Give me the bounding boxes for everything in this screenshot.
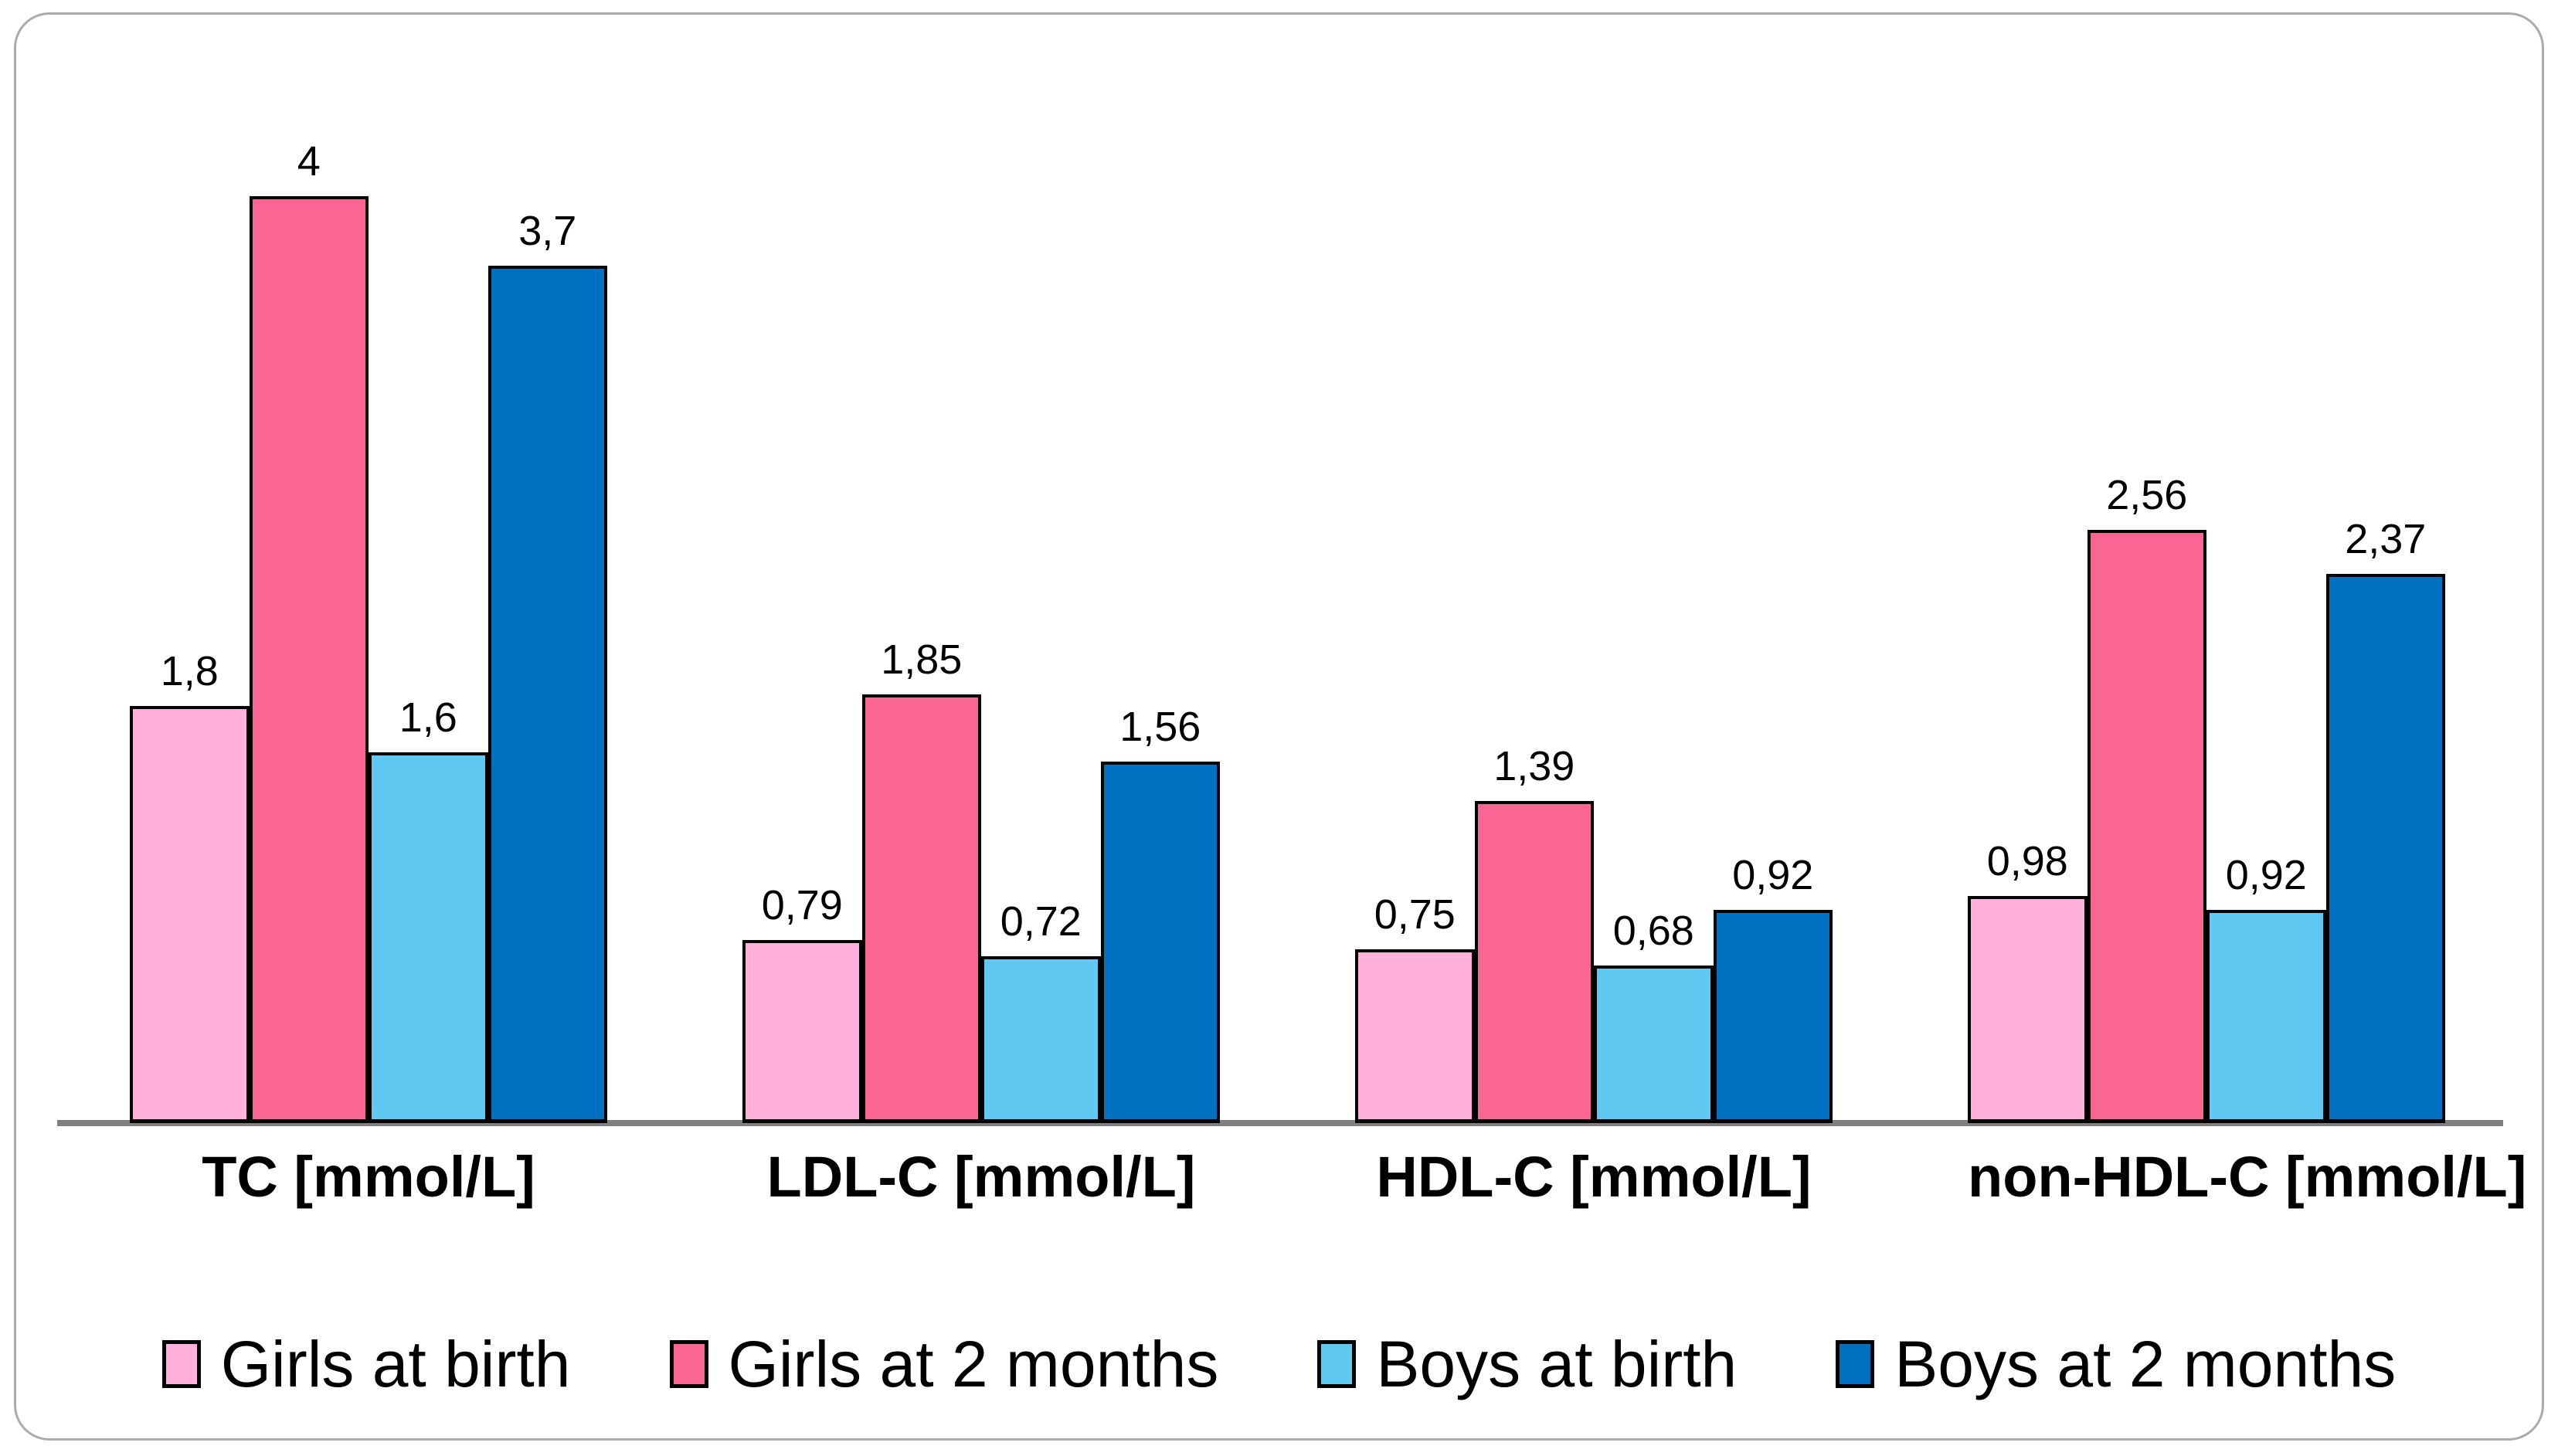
bar-slot: 1,6 [369,694,488,1123]
bar-value-label: 0,92 [2225,852,2307,898]
bar-slot: 0,79 [742,881,862,1123]
bar-slot: 0,92 [1713,851,1833,1123]
bar-girls-at-2-months [861,694,981,1123]
legend-swatch-icon [669,1340,708,1388]
legend-label: Girls at 2 months [728,1328,1219,1400]
bar-value-label: 3,7 [518,208,577,254]
bar-value-label: 1,39 [1493,743,1575,789]
bar-boys-at-2-months [487,266,607,1123]
bar-value-label: 0,98 [1986,838,2068,884]
bar-girls-at-2-months [2087,530,2206,1123]
bar-value-label: 2,56 [2106,472,2188,518]
x-axis-baseline [57,1120,2503,1126]
bar-value-label: 2,37 [2345,516,2427,562]
bar-group-3: 0,75 1,39 0,68 0,92 [1355,742,1833,1123]
legend-item-boys-at-2-months: Boys at 2 months [1836,1325,2396,1403]
bar-value-label: 1,56 [1119,704,1201,750]
bar-value-label: 4 [297,138,321,185]
bar-girls-at-birth [130,706,250,1123]
bar-value-label: 1,85 [881,636,963,683]
bar-group-4: 0,98 2,56 0,92 2,37 [1968,471,2445,1123]
legend-swatch-icon [161,1340,201,1388]
bar-slot: 3,7 [487,207,607,1123]
bar-slot: 2,37 [2325,515,2445,1123]
bar-girls-at-2-months [1474,801,1594,1123]
bar-slot: 2,56 [2087,471,2206,1123]
category-label: non-HDL-C [mmol/L] [1968,1145,2527,1209]
legend: Girls at birth Girls at 2 months Boys at b… [0,1318,2558,1410]
bar-boys-at-2-months [2325,574,2445,1123]
bar-slot: 4 [249,137,369,1123]
category-label: LDL-C [mmol/L] [766,1145,1196,1209]
bar-group-1: 1,8 4 1,6 3,7 [130,137,607,1123]
bar-group-2: 0,79 1,85 0,72 1,56 [742,636,1220,1123]
legend-item-girls-at-birth: Girls at birth [161,1325,571,1403]
bar-slot: 0,68 [1594,907,1714,1123]
bar-slot: 0,75 [1355,891,1475,1123]
bar-slot: 0,92 [2206,851,2326,1123]
bar-slot: 1,85 [861,636,981,1123]
legend-item-girls-at-2-months: Girls at 2 months [669,1325,1219,1403]
legend-swatch-icon [1836,1340,1875,1388]
bar-boys-at-birth [981,956,1101,1123]
bar-girls-at-2-months [249,196,369,1123]
bar-slot: 0,72 [981,898,1101,1123]
bar-value-label: 0,72 [1000,898,1082,945]
bar-value-label: 0,75 [1374,891,1456,938]
bar-value-label: 0,79 [761,882,843,928]
bar-slot: 1,8 [130,647,250,1123]
legend-label: Boys at birth [1376,1328,1738,1400]
bar-boys-at-birth [369,752,488,1123]
bar-value-label: 0,68 [1612,908,1694,954]
bar-boys-at-birth [1594,966,1714,1123]
bar-slot: 0,98 [1968,837,2088,1123]
bar-value-label: 1,6 [399,694,457,741]
bar-slot: 1,56 [1100,703,1220,1123]
legend-label: Girls at birth [220,1328,571,1400]
legend-label: Boys at 2 months [1894,1328,2397,1400]
bar-boys-at-2-months [1100,762,1220,1123]
legend-swatch-icon [1317,1340,1357,1388]
category-label: TC [mmol/L] [202,1145,535,1209]
bar-girls-at-birth [1968,896,2088,1123]
bar-boys-at-birth [2206,910,2326,1123]
bar-value-label: 0,92 [1732,852,1814,898]
bar-slot: 1,39 [1474,742,1594,1123]
bar-girls-at-birth [1355,949,1475,1123]
legend-item-boys-at-birth: Boys at birth [1317,1325,1737,1403]
category-label: HDL-C [mmol/L] [1376,1145,1812,1209]
bar-boys-at-2-months [1713,910,1833,1123]
bar-value-label: 1,8 [160,648,219,694]
bar-girls-at-birth [742,940,862,1123]
